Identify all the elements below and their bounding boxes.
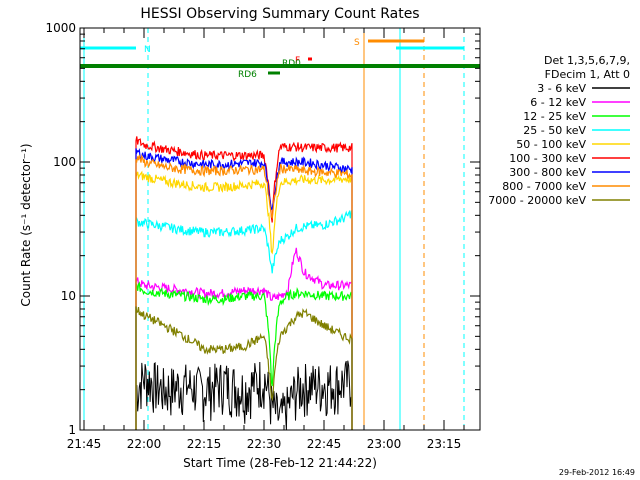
axes: 1 10 100 1000 21:45 22:00 22:15 22:30 22:45 23:00… xyxy=(45,21,481,451)
flag-label-s: S xyxy=(354,38,360,48)
series-line-8 xyxy=(135,306,353,430)
y-tick-label-1: 10 xyxy=(61,289,76,303)
x-axis-label: Start Time (28-Feb-12 21:44:22) xyxy=(183,456,377,470)
legend-label-1: 6 - 12 keV xyxy=(530,96,586,109)
legend-header-1: Det 1,3,5,6,7,9, xyxy=(544,54,630,67)
series-line-7 xyxy=(135,153,353,430)
series-line-4 xyxy=(135,170,353,430)
y-tick-label-0: 1 xyxy=(68,423,76,437)
x-tick-label-4: 22:45 xyxy=(307,437,342,451)
x-tick-label-6: 23:15 xyxy=(427,437,462,451)
series-line-3 xyxy=(135,209,353,430)
x-tick-label-3: 22:30 xyxy=(247,437,282,451)
footer-date: 29-Feb-2012 16:49 xyxy=(559,468,635,477)
flag-label-f: F xyxy=(295,56,300,66)
x-tick-label-1: 22:00 xyxy=(127,437,162,451)
legend-label-5: 100 - 300 keV xyxy=(509,152,586,165)
y-tick-label-3: 1000 xyxy=(45,21,76,35)
chart-title: HESSI Observing Summary Count Rates xyxy=(140,6,419,22)
series-line-2 xyxy=(135,281,353,430)
legend-label-3: 25 - 50 keV xyxy=(523,124,586,137)
x-tick-label-5: 23:00 xyxy=(367,437,402,451)
legend-label-7: 800 - 7000 keV xyxy=(502,180,586,193)
series-line-6 xyxy=(135,148,353,430)
series-line-0 xyxy=(135,360,353,431)
legend-label-6: 300 - 800 keV xyxy=(509,166,586,179)
plot-frame xyxy=(79,27,481,431)
legend-label-4: 50 - 100 keV xyxy=(516,138,586,151)
flag-label-rd0: RD0 xyxy=(282,59,301,69)
legend-header-2: FDecim 1, Att 0 xyxy=(545,68,630,81)
legend: Det 1,3,5,6,7,9, FDecim 1, Att 0 3 - 6 k… xyxy=(488,54,630,207)
x-tick-label-2: 22:15 xyxy=(187,437,222,451)
series-line-5 xyxy=(135,136,353,430)
flag-label-n: N xyxy=(144,45,151,55)
legend-label-8: 7000 - 20000 keV xyxy=(488,194,586,207)
flag-label-rd6: RD6 xyxy=(238,70,257,80)
legend-label-0: 3 - 6 keV xyxy=(537,82,586,95)
y-tick-label-2: 100 xyxy=(53,155,76,169)
x-tick-label-0: 21:45 xyxy=(67,437,102,451)
y-axis-label: Count Rate (s⁻¹ detector⁻¹) xyxy=(19,143,33,306)
legend-label-2: 12 - 25 keV xyxy=(523,110,586,123)
